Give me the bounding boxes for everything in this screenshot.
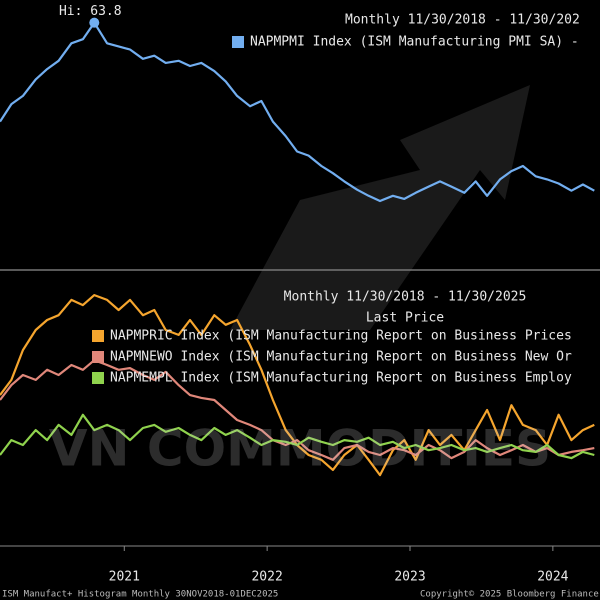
panel-title: Monthly 11/30/2018 - 11/30/202: [345, 13, 580, 28]
panel-title: Monthly 11/30/2018 - 11/30/2025: [284, 290, 527, 305]
footer-right: Copyright© 2025 Bloomberg Finance: [420, 590, 599, 600]
x-tick-label: 2024: [537, 570, 568, 585]
x-tick-label: 2021: [109, 570, 140, 585]
panel-subtitle: Last Price: [366, 311, 444, 326]
legend-swatch: [92, 372, 104, 384]
series-line: [0, 21, 595, 203]
series-line: [0, 413, 595, 460]
watermark: VN COMMODITIES: [49, 420, 551, 478]
legend-label: NAPMPMI Index (ISM Manufacturing PMI SA)…: [250, 35, 579, 50]
footer-left: ISM Manufact+ Histogram Monthly 30NOV201…: [2, 590, 278, 600]
legend-swatch: [232, 36, 244, 48]
x-tick-label: 2022: [251, 570, 282, 585]
x-tick-label: 2023: [394, 570, 425, 585]
watermark-arrow: [230, 85, 530, 330]
high-marker: [89, 17, 100, 28]
legend-swatch: [92, 351, 104, 363]
legend-label: NAPMNEWO Index (ISM Manufacturing Report…: [110, 350, 572, 365]
legend-swatch: [92, 330, 104, 342]
legend-label: NAPMEMPL Index (ISM Manufacturing Report…: [110, 371, 572, 386]
high-annotation: Hi: 63.8: [59, 4, 122, 19]
legend-label: NAPMPRIC Index (ISM Manufacturing Report…: [110, 329, 572, 344]
